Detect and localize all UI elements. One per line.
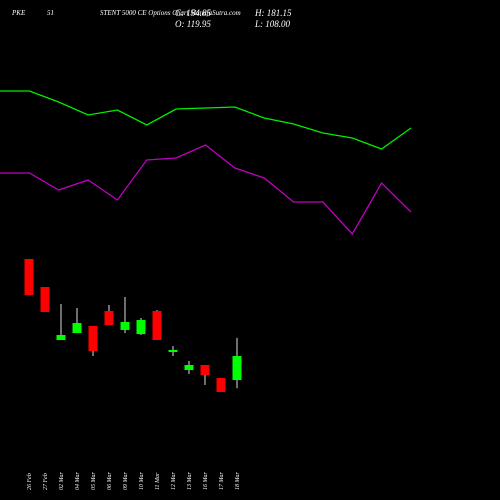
header-text: STENT 5000 CE Options Chart MunafaSutra.…: [100, 9, 241, 17]
candle-body: [168, 350, 178, 352]
x-tick-label: 02 Mar: [59, 472, 65, 490]
x-tick-label: 26 Feb: [27, 473, 33, 490]
x-tick-label: 18 Mar: [235, 472, 241, 490]
x-tick-label: 27 Feb: [43, 473, 49, 490]
header-text: 51: [47, 9, 54, 17]
ohlc-label: O: 119.95: [175, 19, 211, 29]
candle-body: [184, 364, 194, 371]
candle-body: [24, 259, 34, 296]
candle-body: [72, 323, 82, 334]
candle-body: [200, 364, 210, 376]
x-tick-label: 09 Mar: [123, 472, 129, 490]
ohlc-label: H: 181.15: [254, 8, 292, 18]
x-tick-label: 17 Mar: [219, 472, 225, 490]
x-tick-label: 11 Mar: [155, 472, 161, 490]
header-text: PKE: [11, 9, 26, 17]
x-tick-label: 10 Mar: [139, 472, 145, 490]
candle-body: [40, 287, 50, 313]
line-series: [0, 90, 412, 150]
x-tick-label: 04 Mar: [74, 472, 81, 490]
x-tick-label: 12 Mar: [171, 472, 177, 490]
candle-body: [88, 325, 98, 352]
candle-body: [56, 335, 66, 341]
candle-body: [232, 356, 242, 381]
x-tick-label: 16 Mar: [203, 472, 209, 490]
ohlc-label: C: 154.85: [175, 8, 212, 18]
x-tick-label: 13 Mar: [187, 472, 193, 490]
line-series: [0, 144, 412, 236]
candle-body: [136, 320, 146, 335]
ohlc-label: L: 108.00: [254, 19, 291, 29]
candle-body: [152, 311, 162, 341]
x-tick-label: 05 Mar: [91, 472, 97, 490]
candle-body: [104, 311, 114, 326]
candle-body: [120, 322, 130, 330]
candle-body: [216, 378, 226, 393]
x-tick-label: 06 Mar: [107, 472, 113, 490]
